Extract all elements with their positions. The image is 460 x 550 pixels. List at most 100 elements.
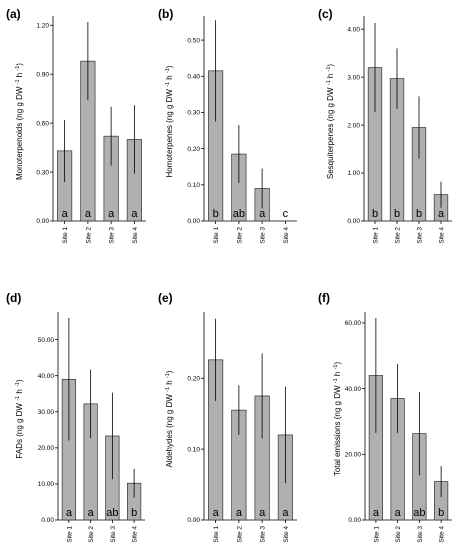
group-letter: a	[259, 507, 266, 519]
x-tick-label: Site 2	[88, 526, 95, 543]
y-unit-part: h	[333, 369, 342, 378]
y-unit-part: (ng g DW	[165, 87, 174, 123]
y-unit-part: )	[333, 362, 342, 365]
x-tick-label: Site 2	[85, 227, 92, 244]
y-unit-superscript: -1	[15, 79, 21, 84]
y-unit-part: (ng g DW	[326, 85, 335, 121]
group-letter: ab	[106, 507, 118, 519]
y-unit-superscript: -1	[333, 378, 339, 383]
group-letter: ab	[233, 208, 245, 220]
group-letter: a	[259, 208, 266, 220]
panel-2: (b) Homoterpenes (ng g DW -1 h -1) 0.00 0.1…	[158, 7, 297, 244]
x-tick-label: Site 3	[260, 526, 267, 543]
y-unit-part: (ng g DW	[165, 392, 174, 428]
y-tick-label: 0.00	[348, 517, 361, 524]
y-axis-label: Sesquiterpenes (ng g DW -1 h -1)	[326, 64, 335, 180]
x-tick-label: Site 2	[236, 526, 243, 543]
panel-label: (b)	[158, 7, 173, 21]
y-tick-label: 4.00	[347, 26, 360, 33]
y-tick-label: 0.90	[36, 71, 49, 78]
x-tick-label: Site 4	[132, 227, 139, 244]
group-letter: a	[88, 507, 95, 519]
y-unit-superscript: -1	[15, 382, 21, 387]
y-unit-superscript: -1	[15, 396, 21, 401]
y-unit-superscript: -1	[165, 68, 171, 73]
y-tick-label: 0.10	[187, 446, 200, 453]
y-unit-superscript: -1	[326, 67, 332, 72]
x-tick-label: Site 3	[417, 526, 424, 543]
y-tick-label: 30.00	[38, 409, 55, 416]
x-tick-label: Site 4	[439, 227, 446, 244]
group-letter: ab	[413, 507, 425, 519]
y-tick-label: 0.00	[41, 517, 54, 524]
y-tick-label: 0.20	[187, 375, 200, 382]
y-unit-superscript: -1	[165, 387, 171, 392]
panel-5: (e) Aldehydes (ng g DW -1 h -1) 0.00 0.10 0.…	[158, 291, 297, 543]
y-tick-label: 60.00	[345, 320, 362, 327]
y-unit-part: (ng g DW	[15, 401, 24, 437]
y-unit-part: h	[165, 73, 174, 82]
x-tick-label: Site 3	[417, 227, 424, 244]
y-axis-label: Aldehydes (ng g DW -1 h -1)	[165, 370, 174, 467]
panel-6: (f) Total emissions (ng g DW -1 h -1) 0.00…	[318, 291, 452, 543]
x-tick-label: Site 4	[283, 227, 290, 244]
y-tick-label: 0.40	[187, 73, 200, 80]
group-letter: b	[131, 507, 137, 519]
group-letter: a	[236, 507, 243, 519]
group-letter: a	[395, 507, 402, 519]
y-tick-label: 0.30	[36, 169, 49, 176]
group-letter: b	[394, 208, 400, 220]
x-tick-label: Site 3	[110, 526, 117, 543]
y-unit-part: h	[15, 387, 24, 396]
panel-4: (d) FADs (ng g DW -1 h -1) 0.00 10.00 20.00 3…	[6, 291, 145, 543]
y-tick-label: 2.00	[347, 122, 360, 129]
panel-label: (e)	[158, 291, 173, 305]
x-tick-label: Site 1	[62, 227, 69, 244]
y-unit-superscript: -1	[333, 365, 339, 370]
x-tick-label: Site 4	[439, 526, 446, 543]
y-tick-label: 50.00	[38, 337, 55, 344]
y-unit-superscript: -1	[165, 82, 171, 87]
y-tick-label: 3.00	[347, 74, 360, 81]
y-tick-label: 20.00	[345, 452, 362, 459]
group-letter: a	[131, 208, 138, 220]
x-tick-label: Site 1	[373, 526, 380, 543]
x-tick-label: Site 1	[213, 227, 220, 244]
y-unit-part: h	[15, 71, 24, 80]
y-tick-label: 0.60	[36, 120, 49, 127]
group-letter: a	[108, 208, 115, 220]
group-letter: a	[85, 208, 92, 220]
x-tick-label: Site 2	[395, 227, 402, 244]
group-letter: b	[213, 208, 219, 220]
y-tick-label: 0.00	[187, 517, 200, 524]
y-unit-part: h	[326, 71, 335, 80]
y-unit-part: )	[326, 64, 335, 67]
panel-label: (a)	[6, 7, 21, 21]
group-letter: a	[66, 507, 73, 519]
group-letter: a	[282, 507, 289, 519]
panel-label: (f)	[318, 291, 330, 305]
y-axis-label: Monoterpenoids (ng g DW -1 h -1)	[15, 63, 24, 180]
panels-group: (a) Monoterpenoids (ng g DW -1 h -1) 0.00 0…	[6, 7, 452, 543]
x-tick-label: Site 4	[283, 526, 290, 543]
y-tick-label: 40.00	[345, 386, 362, 393]
group-letter: a	[373, 507, 380, 519]
group-letter: a	[438, 208, 445, 220]
panel-label: (d)	[6, 291, 21, 305]
x-tick-label: Site 1	[66, 526, 73, 543]
panel-3: (c) Sesquiterpenes (ng g DW -1 h -1) 0.00 1…	[318, 7, 452, 244]
x-tick-label: Site 4	[132, 526, 139, 543]
y-unit-part: )	[15, 63, 24, 66]
x-tick-label: Site 3	[109, 227, 116, 244]
y-tick-label: 0.00	[187, 218, 200, 225]
y-axis-title: Total emissions	[333, 419, 342, 476]
y-unit-superscript: -1	[165, 373, 171, 378]
y-unit-part: (ng g DW	[333, 383, 342, 419]
y-unit-superscript: -1	[326, 80, 332, 85]
x-tick-label: Site 1	[373, 227, 380, 244]
y-unit-superscript: -1	[15, 66, 21, 71]
y-tick-label: 1.00	[347, 170, 360, 177]
x-tick-label: Site 2	[236, 227, 243, 244]
y-axis-title: Sesquiterpenes	[326, 121, 335, 179]
y-tick-label: 0.10	[187, 182, 200, 189]
